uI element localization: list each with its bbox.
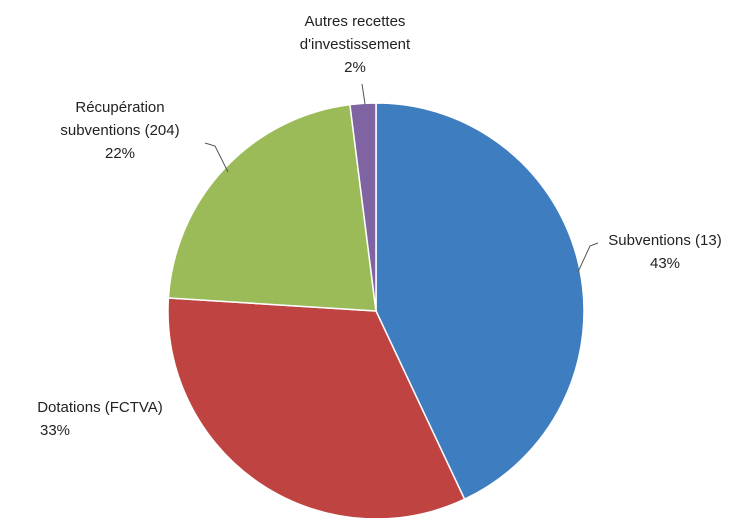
value-label: 22% bbox=[104, 145, 136, 162]
value-label: 33% bbox=[40, 422, 71, 439]
pie-slice bbox=[167, 297, 466, 518]
category-label: Dotations (FCTVA) bbox=[37, 399, 163, 416]
category-label: Autres recettes d'investissement bbox=[299, 13, 411, 53]
category-label: Subventions (13) bbox=[608, 232, 722, 249]
leader-line bbox=[361, 83, 366, 105]
pie-slice bbox=[167, 103, 377, 312]
pie-slice bbox=[349, 102, 377, 312]
pie-slice bbox=[375, 102, 585, 501]
leader-line bbox=[577, 242, 599, 273]
category-label: Récupération subventions (204) bbox=[60, 99, 180, 139]
slice-label: Dotations (FCTVA) 33% bbox=[0, 396, 200, 442]
slice-label: Récupération subventions (204) 22% bbox=[30, 96, 210, 165]
value-label: 2% bbox=[344, 59, 366, 76]
value-label: 43% bbox=[649, 255, 681, 272]
slice-label: Autres recettes d'investissement 2% bbox=[265, 10, 445, 79]
slice-label: Subventions (13) 43% bbox=[590, 229, 740, 275]
leader-line bbox=[204, 142, 229, 173]
